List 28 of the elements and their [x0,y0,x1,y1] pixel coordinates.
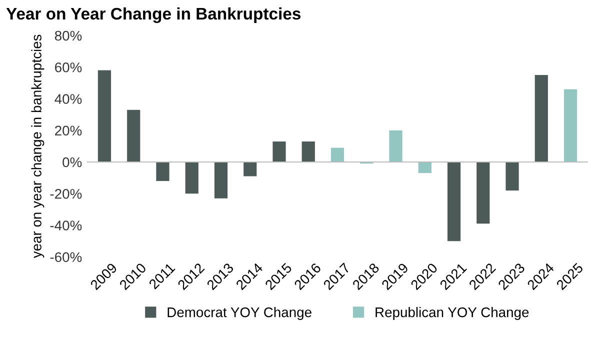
y-axis-title: year on year change in bankruptcies [31,34,44,258]
bar [214,162,228,198]
y-tick-label: -60% [50,252,82,262]
bar [330,148,344,162]
legend-label: Republican YOY Change [376,307,529,320]
chart-title: Year on Year Change in Bankruptcies [6,7,301,24]
bar [418,162,432,174]
bar [98,70,112,162]
bar [156,162,170,181]
y-tick-label: 60% [55,62,82,72]
bar [127,110,140,162]
bar [447,162,461,242]
y-tick-label: 0% [62,157,82,168]
bar [244,162,257,176]
y-tick-label: 80% [54,30,82,41]
bar [506,162,519,190]
bar [476,162,490,224]
bar [302,141,315,162]
bar [564,89,578,162]
y-tick-label: 40% [54,94,82,104]
y-tick-label: -40% [50,220,82,230]
legend-label: Democrat YOY Change [168,307,312,320]
y-tick-label: -20% [50,188,82,199]
bar [185,162,198,194]
bar [389,130,402,162]
bar [272,141,286,162]
y-tick-label: 20% [55,126,82,136]
bar [534,75,548,162]
